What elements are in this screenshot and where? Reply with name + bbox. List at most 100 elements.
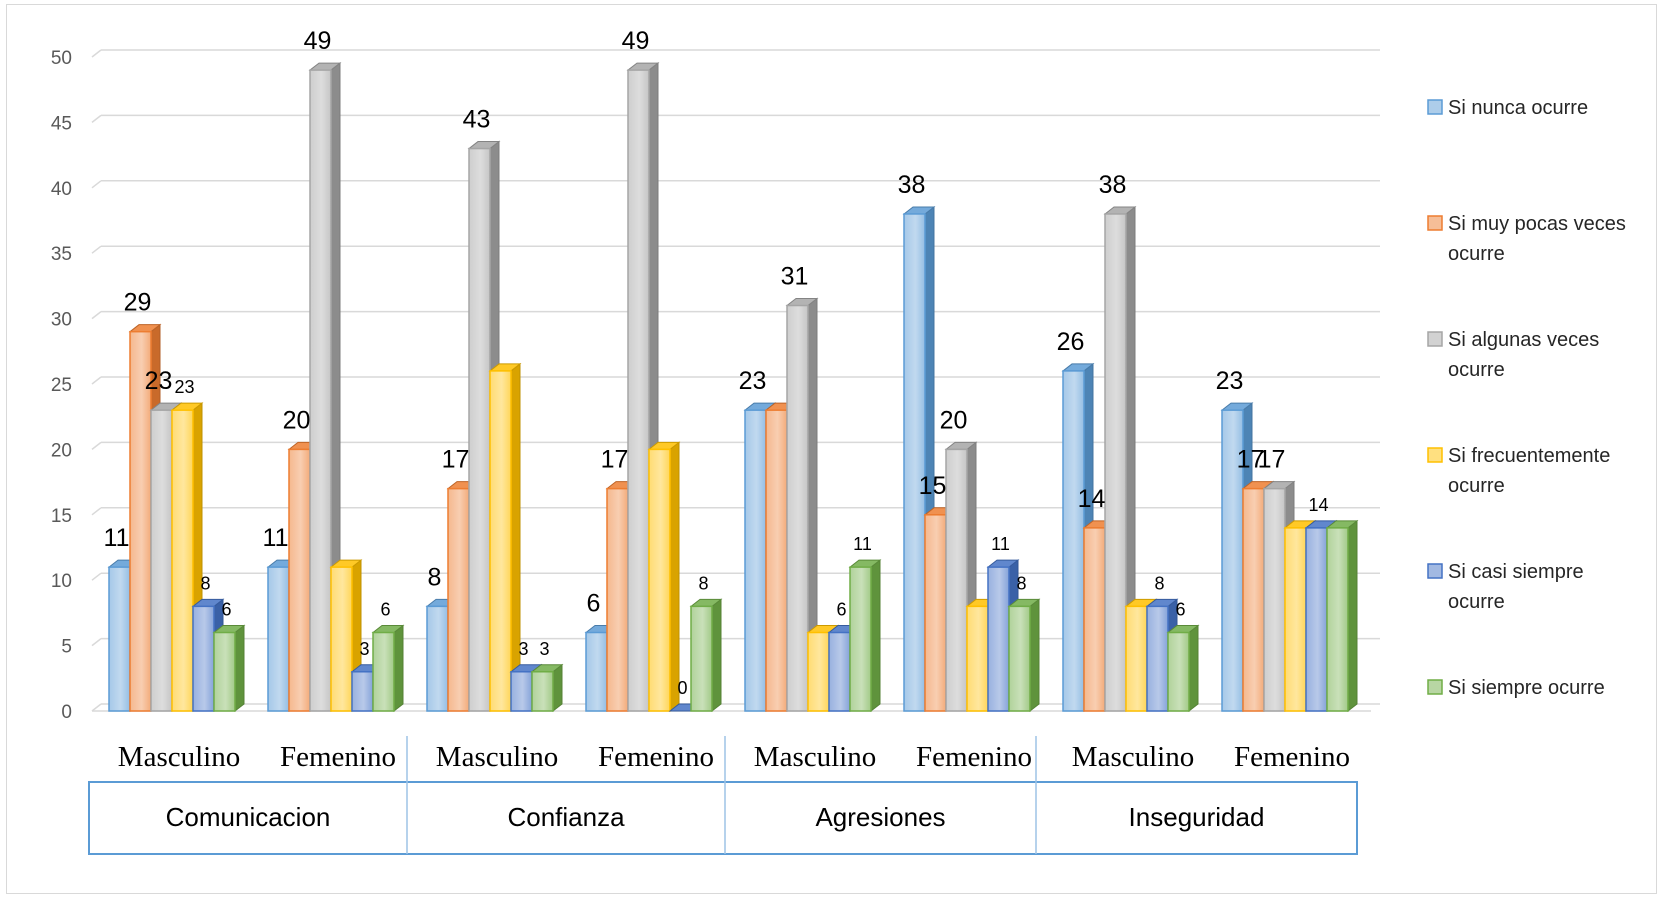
legend-label: Si nunca ocurre xyxy=(1448,97,1588,119)
data-label: 49 xyxy=(622,27,650,55)
bar[interactable] xyxy=(213,631,236,712)
bar[interactable] xyxy=(510,671,533,712)
bar[interactable] xyxy=(330,566,353,712)
data-label: 15 xyxy=(919,472,947,500)
bar[interactable] xyxy=(171,409,194,712)
bar[interactable] xyxy=(945,448,968,712)
data-label: 29 xyxy=(124,289,152,317)
gridline-depth xyxy=(91,311,102,320)
bar[interactable] xyxy=(1284,527,1307,712)
category-label: Femenino xyxy=(280,741,396,773)
bar[interactable] xyxy=(489,370,512,712)
legend-label: Si muy pocas veces xyxy=(1448,213,1626,235)
bar[interactable] xyxy=(288,448,311,712)
bar[interactable] xyxy=(372,631,395,712)
data-label: 6 xyxy=(1175,600,1185,620)
gridline-depth xyxy=(91,245,102,254)
bar[interactable] xyxy=(150,409,173,712)
bar[interactable] xyxy=(192,605,215,712)
bar[interactable] xyxy=(807,631,830,712)
data-label: 14 xyxy=(1078,485,1106,513)
bar[interactable] xyxy=(1083,527,1106,712)
legend-label: ocurre xyxy=(1448,475,1505,497)
bar-side xyxy=(510,362,521,713)
group-label: Confianza xyxy=(507,802,625,832)
y-tick-label: 0 xyxy=(61,702,72,723)
data-label: 11 xyxy=(104,524,130,552)
bar[interactable] xyxy=(627,69,650,712)
y-tick-label: 30 xyxy=(51,310,72,331)
data-label: 8 xyxy=(200,573,210,593)
bar-side xyxy=(234,624,245,713)
data-label: 0 xyxy=(677,678,687,698)
bar[interactable] xyxy=(648,448,671,712)
gridline-depth xyxy=(91,638,102,647)
category-label: Femenino xyxy=(598,741,714,773)
bar[interactable] xyxy=(828,631,851,712)
gridline-depth xyxy=(91,49,102,58)
data-label: 6 xyxy=(221,600,231,620)
bar[interactable] xyxy=(1146,605,1169,712)
bar[interactable] xyxy=(1062,370,1085,712)
bar[interactable] xyxy=(1104,213,1127,712)
bar[interactable] xyxy=(1008,605,1031,712)
bar[interactable] xyxy=(108,566,131,712)
bar[interactable] xyxy=(1242,487,1265,712)
data-label: 3 xyxy=(539,639,549,659)
group-label: Inseguridad xyxy=(1129,802,1265,832)
legend-label: ocurre xyxy=(1448,243,1505,265)
gridline-depth xyxy=(91,114,102,123)
data-label: 11 xyxy=(853,534,872,554)
bar[interactable] xyxy=(1326,527,1349,712)
data-label: 11 xyxy=(263,524,289,552)
data-label: 8 xyxy=(428,563,442,591)
bar[interactable] xyxy=(1305,527,1328,712)
data-label: 8 xyxy=(1016,573,1026,593)
bar-side xyxy=(393,624,404,713)
bar[interactable] xyxy=(585,631,608,712)
bar[interactable] xyxy=(426,605,449,712)
bar[interactable] xyxy=(924,514,947,712)
y-tick-label: 40 xyxy=(51,179,72,200)
bar[interactable] xyxy=(1125,605,1148,712)
legend-swatch xyxy=(1427,99,1443,115)
bar[interactable] xyxy=(267,566,290,712)
bar[interactable] xyxy=(606,487,629,712)
data-label: 49 xyxy=(304,27,332,55)
legend-label: Si algunas veces xyxy=(1448,329,1599,351)
bar[interactable] xyxy=(765,409,788,712)
bar[interactable] xyxy=(447,487,470,712)
data-label: 6 xyxy=(380,600,390,620)
category-label: Femenino xyxy=(916,741,1032,773)
y-tick-label: 25 xyxy=(51,375,72,396)
bar[interactable] xyxy=(966,605,989,712)
bar[interactable] xyxy=(903,213,926,712)
data-label: 14 xyxy=(1308,495,1328,515)
bar[interactable] xyxy=(987,566,1010,712)
bar[interactable] xyxy=(1263,487,1286,712)
y-tick-label: 35 xyxy=(51,244,72,265)
bar[interactable] xyxy=(468,147,491,712)
bar[interactable] xyxy=(351,671,374,712)
bar[interactable] xyxy=(309,69,332,712)
bar[interactable] xyxy=(744,409,767,712)
data-label: 8 xyxy=(698,573,708,593)
legend-swatch xyxy=(1427,563,1443,579)
y-tick-label: 45 xyxy=(51,113,72,134)
bar[interactable] xyxy=(1167,631,1190,712)
bar[interactable] xyxy=(690,605,713,712)
data-label: 38 xyxy=(898,171,926,199)
data-label: 8 xyxy=(1154,573,1164,593)
data-label: 20 xyxy=(283,406,311,434)
data-label: 23 xyxy=(145,367,173,395)
bar[interactable] xyxy=(849,566,872,712)
bar[interactable] xyxy=(531,671,554,712)
bar[interactable] xyxy=(786,304,809,712)
category-label: Femenino xyxy=(1234,741,1350,773)
legend-label: ocurre xyxy=(1448,359,1505,381)
group-label: Agresiones xyxy=(815,802,945,832)
category-label: Masculino xyxy=(1072,741,1194,773)
legend-label: Si siempre ocurre xyxy=(1448,677,1605,699)
legend-label: Si frecuentemente xyxy=(1448,445,1610,467)
